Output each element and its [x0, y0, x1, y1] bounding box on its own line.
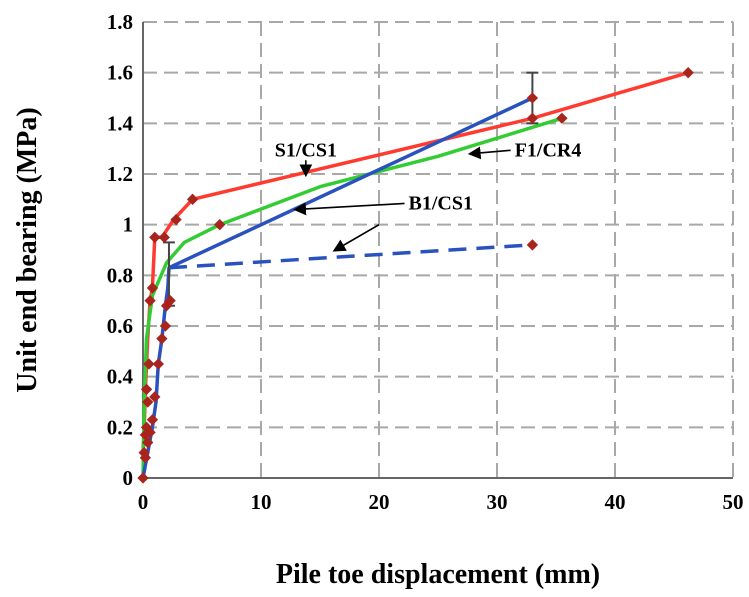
data-marker	[137, 472, 149, 484]
annotation-arrow	[467, 146, 511, 160]
x-tick-label: 10	[251, 490, 272, 514]
data-marker	[140, 421, 153, 433]
x-tick-label: 40	[605, 490, 626, 514]
data-marker	[526, 239, 539, 251]
grid	[143, 21, 734, 478]
y-tick-label: 1	[123, 213, 134, 237]
data-marker	[159, 320, 172, 332]
y-tick-label: 0	[123, 466, 134, 490]
data-marker	[214, 219, 226, 231]
data-marker	[144, 295, 156, 307]
data-marker	[152, 358, 164, 370]
x-axis-title: Pile toe displacement (mm)	[276, 559, 600, 590]
data-marker	[149, 231, 161, 243]
y-tick-label: 0.8	[107, 263, 133, 287]
x-tick-label: 0	[138, 490, 149, 514]
annotation-arrow	[332, 223, 380, 252]
data-marker	[140, 383, 153, 395]
data-marker	[186, 193, 199, 205]
annotation-label: B1/CS1	[409, 192, 473, 214]
data-marker	[146, 414, 159, 426]
data-marker	[146, 282, 159, 294]
annotation-label: S1/CS1	[275, 139, 337, 161]
data-marker	[158, 231, 170, 243]
y-tick-label: 1.2	[107, 162, 133, 186]
x-tick-label: 20	[369, 490, 390, 514]
annotations: S1/CS1 F1/CR4 B1/CS1	[275, 139, 582, 252]
data-marker	[142, 396, 154, 408]
annotation-arrow	[293, 202, 405, 216]
x-tick-label: 30	[487, 490, 508, 514]
tick-labels: 0 10 20 30 40 50 0 0.2 0.4 0.6 0.8 1 1.2 1.4 1.6 1.8	[107, 10, 744, 514]
x-tick-label: 50	[723, 490, 744, 514]
data-marker	[170, 213, 182, 226]
annotation-label: F1/CR4	[515, 139, 582, 161]
y-tick-label: 0.4	[107, 365, 134, 389]
data-marker	[143, 358, 155, 370]
data-marker	[156, 333, 168, 345]
y-tick-label: 1.6	[107, 61, 133, 85]
y-axis-title: Unit end bearing (MPa)	[12, 107, 43, 392]
data-marker	[164, 295, 176, 307]
y-tick-label: 0.6	[107, 314, 133, 338]
y-tick-label: 1.4	[107, 111, 134, 135]
y-tick-label: 1.8	[107, 10, 133, 34]
y-tick-label: 0.2	[107, 415, 133, 439]
data-marker	[138, 447, 150, 459]
series-dashed-line	[168, 243, 533, 270]
data-marker	[149, 391, 161, 403]
